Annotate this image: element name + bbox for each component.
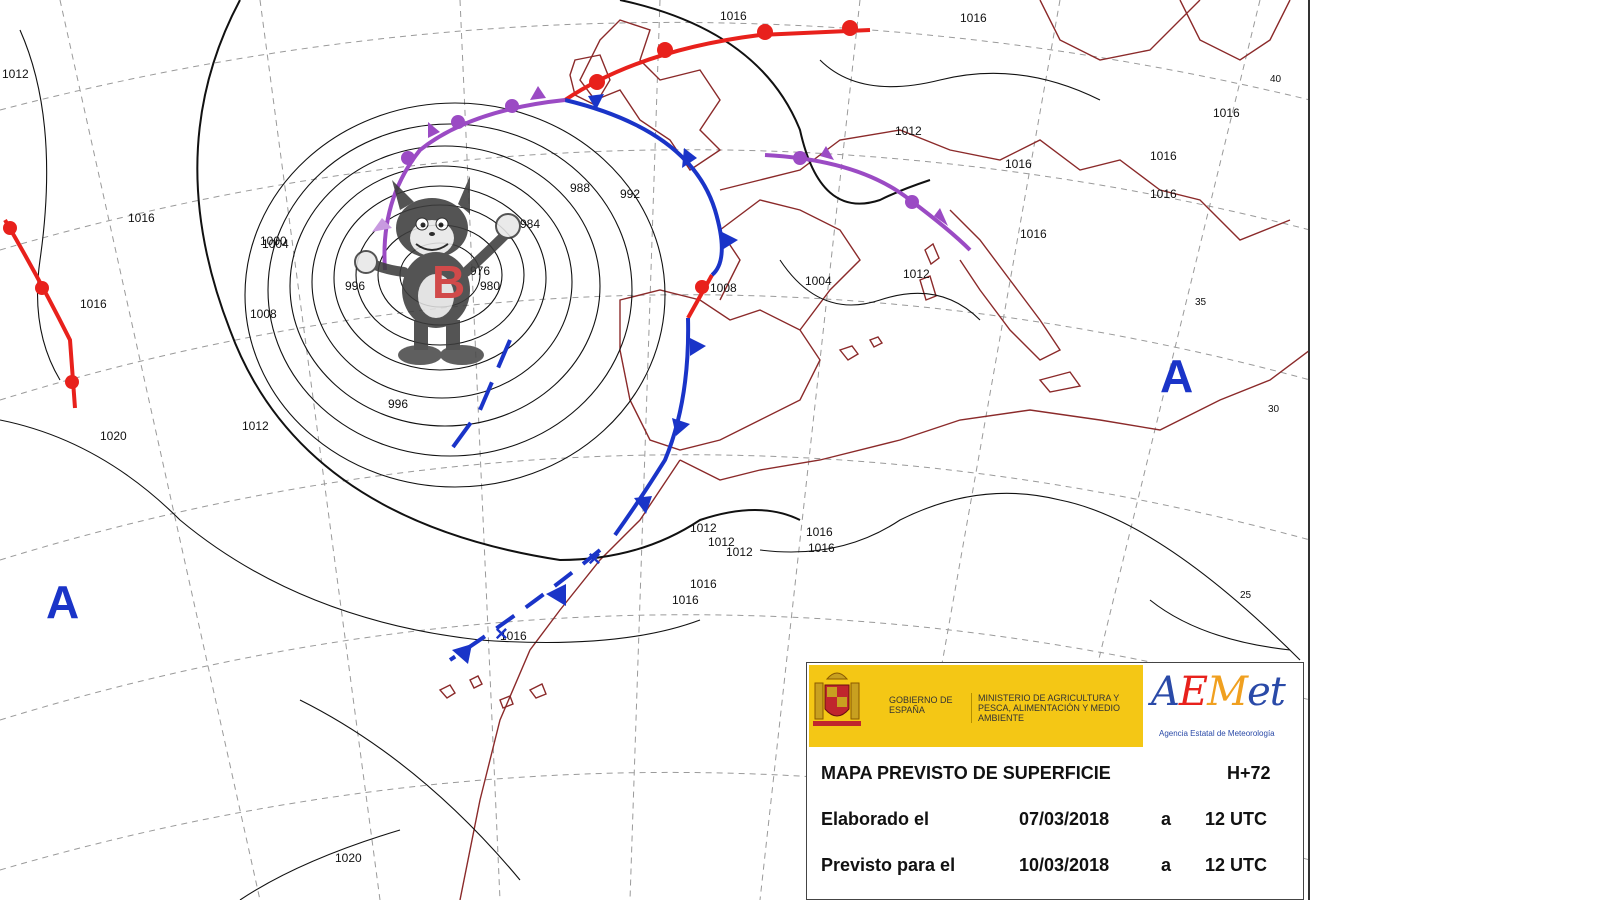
valid-a: a xyxy=(1161,855,1172,875)
british-isles-coast xyxy=(579,19,722,171)
isobar-label: 1016 xyxy=(500,629,527,643)
aemet-logo: AEMet Agencia Estatal de Meteorología xyxy=(1151,669,1301,747)
cold-front-main xyxy=(564,98,724,537)
isobar-label: 1016 xyxy=(128,211,155,225)
grid-label-25: 25 xyxy=(1240,590,1252,601)
iberia-coast xyxy=(619,289,821,451)
isobar-label: 996 xyxy=(388,397,408,411)
isobar-label: 988 xyxy=(570,181,590,195)
warm-front-west xyxy=(3,218,77,409)
isobar-label: 1016 xyxy=(690,577,717,591)
isobars xyxy=(0,0,1301,900)
isobar-label: 1020 xyxy=(100,429,127,443)
isobar-labels: 1012 1016 1016 1016 1012 1016 1020 1012 1008 1004… xyxy=(2,9,1240,865)
africa-coast xyxy=(459,350,1308,900)
occluded-fronts xyxy=(372,86,972,271)
canary-islands xyxy=(438,675,547,709)
grid-label-30: 30 xyxy=(1268,404,1280,415)
isobar-label: 1016 xyxy=(1150,187,1177,201)
made-date: 07/03/2018 xyxy=(1019,809,1110,829)
isobar-label: 1008 xyxy=(710,281,737,295)
government-label: GOBIERNO DE ESPAÑA xyxy=(889,695,953,715)
warm-front-iberia xyxy=(686,274,714,319)
isobar-label: 1000 xyxy=(260,234,287,248)
isobar-label: 1016 xyxy=(1020,227,1047,241)
svg-text:×: × xyxy=(588,546,601,571)
valid-label: Previsto para el xyxy=(821,855,956,875)
weather-map-canvas: 1012 1016 1016 1016 1012 1016 1020 1012 1008 1004… xyxy=(0,0,1308,900)
isobar-label: 1016 xyxy=(672,593,699,607)
isobar-label: 980 xyxy=(480,279,500,293)
cold-fronts: × × xyxy=(443,94,738,664)
valid-time: 12 UTC xyxy=(1205,855,1268,875)
made-a: a xyxy=(1161,809,1172,829)
grid-label-35: 35 xyxy=(1195,297,1207,308)
isobar-label: 1012 xyxy=(903,267,930,281)
coastlines xyxy=(438,0,1308,900)
isobar-label: 992 xyxy=(620,187,640,201)
made-label: Elaborado el xyxy=(821,809,930,829)
warm-fronts xyxy=(3,20,871,409)
cold-front-dashed xyxy=(448,548,602,662)
svg-text:×: × xyxy=(495,621,508,646)
italy-coast xyxy=(949,209,1062,361)
trough-line xyxy=(443,339,512,460)
scandinavia-coast xyxy=(1039,0,1291,61)
isobar-label: 1012 xyxy=(2,67,29,81)
cartoon-cat-drawing xyxy=(354,176,521,365)
balearic-islands xyxy=(838,336,884,361)
valid-date: 10/03/2018 xyxy=(1019,855,1110,875)
isobar-label: 1016 xyxy=(806,525,833,539)
isobar-label: 984 xyxy=(520,217,540,231)
isobar-label: 1016 xyxy=(960,11,987,25)
isobar-label: 1016 xyxy=(1213,106,1240,120)
government-banner: GOBIERNO DE ESPAÑA MINISTERIO DE AGRICUL… xyxy=(809,665,1143,747)
coat-of-arms-icon xyxy=(813,672,861,726)
isobar-label: 1012 xyxy=(708,535,735,549)
low-pressure-center: B xyxy=(432,256,465,308)
map-legend: GOBIERNO DE ESPAÑA MINISTERIO DE AGRICUL… xyxy=(806,662,1304,900)
isobar-label: 1012 xyxy=(690,521,717,535)
isobar-label: 1012 xyxy=(895,124,922,138)
high-pressure-east: A xyxy=(1160,350,1193,402)
isobar-label: 1020 xyxy=(335,851,362,865)
ministry-label: MINISTERIO DE AGRICULTURA Y PESCA, ALIME… xyxy=(971,693,1148,723)
isobar-label: 1012 xyxy=(726,545,753,559)
warm-front-north xyxy=(563,28,871,102)
grid-labels: 35 30 25 40 xyxy=(1195,74,1282,601)
isobar-label: 1016 xyxy=(1150,149,1177,163)
france-coast xyxy=(719,199,861,331)
made-time: 12 UTC xyxy=(1205,809,1268,829)
isobar-label: 1016 xyxy=(808,541,835,555)
isobar-label: 1004 xyxy=(262,237,289,251)
isobar-label: 1016 xyxy=(80,297,107,311)
lead-time: H+72 xyxy=(1227,763,1271,783)
aemet-subtitle: Agencia Estatal de Meteorología xyxy=(1159,729,1275,738)
weather-map: 1012 1016 1016 1016 1012 1016 1020 1012 1008 1004… xyxy=(0,0,1310,900)
occluded-front-east xyxy=(764,153,972,252)
legend-title-row: MAPA PREVISTO DE SUPERFICIE xyxy=(821,763,1111,784)
grid-label-40: 40 xyxy=(1270,74,1282,85)
isobar-label: 1016 xyxy=(1005,157,1032,171)
isobar-label: 1012 xyxy=(242,419,269,433)
isobar-label: 1008 xyxy=(250,307,277,321)
isobar-label: 1016 xyxy=(720,9,747,23)
aemet-name: AEMet xyxy=(1151,669,1286,715)
high-pressure-west: A xyxy=(46,576,79,628)
europe-coast xyxy=(719,129,1291,241)
sicily-coast xyxy=(1038,371,1082,393)
legend-title: MAPA PREVISTO DE SUPERFICIE xyxy=(821,763,1111,783)
isobar-label: 1004 xyxy=(805,274,832,288)
isobar-label: 996 xyxy=(345,279,365,293)
